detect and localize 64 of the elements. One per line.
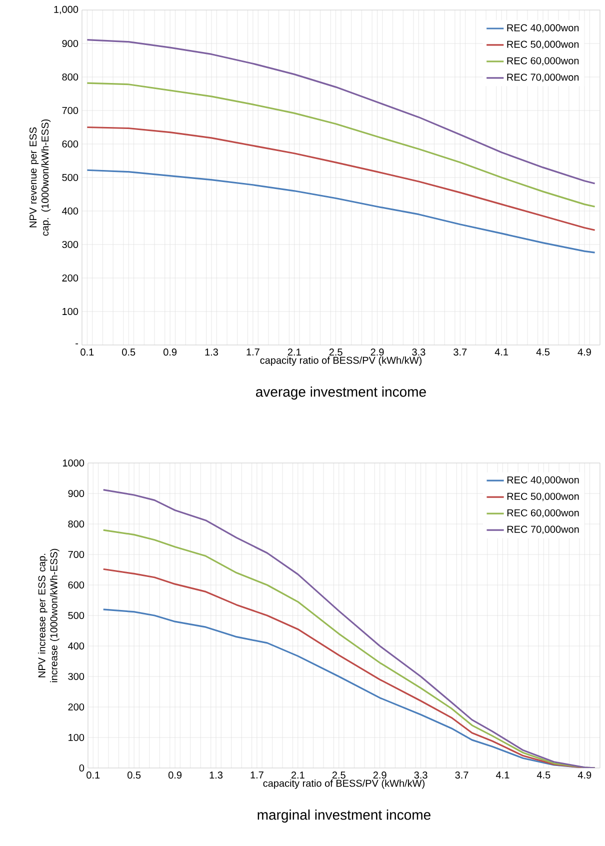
x-tick-label: 0.1 bbox=[86, 772, 100, 779]
legend-label: REC 60,000won bbox=[507, 57, 579, 66]
y-tick-label: 900 bbox=[62, 40, 78, 48]
x-tick-label: 3.3 bbox=[414, 772, 428, 779]
x-tick-label: 1.3 bbox=[205, 348, 218, 356]
x-tick-label: 2.9 bbox=[370, 348, 384, 356]
y-tick-label: 100 bbox=[68, 734, 84, 742]
y-tick-label: 300 bbox=[62, 240, 78, 248]
x-tick-label: 0.5 bbox=[122, 348, 136, 356]
x-tick-label: 3.7 bbox=[454, 348, 467, 356]
x-axis-title: capacity ratio of BESS/PV (kWh/kW) bbox=[263, 779, 424, 789]
x-tick-label: 2.5 bbox=[332, 772, 346, 779]
x-tick-label: 4.5 bbox=[536, 348, 550, 356]
y-tick-label: - bbox=[76, 343, 78, 344]
x-tick-label: 2.5 bbox=[329, 348, 342, 356]
x-tick-label: 4.9 bbox=[578, 772, 592, 779]
y-tick-label: 200 bbox=[62, 274, 78, 282]
x-tick-label: 3.3 bbox=[412, 348, 426, 356]
y-tick-label: 0 bbox=[79, 764, 84, 772]
x-tick-label: 3.7 bbox=[455, 772, 468, 779]
y-tick-label: 800 bbox=[62, 73, 78, 81]
legend-label: REC 50,000won bbox=[507, 40, 579, 49]
legend-label: REC 50,000won bbox=[507, 492, 579, 502]
y-tick-label: 400 bbox=[62, 207, 78, 215]
y-tick-label: 300 bbox=[68, 672, 84, 680]
y-axis-title: NPV increase per ESS cap. increase (1000won/kWh-ESS) bbox=[38, 548, 60, 682]
legend-label: REC 60,000won bbox=[507, 509, 579, 518]
y-tick-label: 700 bbox=[62, 106, 78, 114]
x-tick-label: 4.5 bbox=[536, 772, 550, 778]
x-tick-label: 1.3 bbox=[210, 772, 223, 779]
y-tick-label: 800 bbox=[68, 520, 84, 528]
x-tick-label: 1.7 bbox=[246, 348, 260, 356]
line-series bbox=[86, 169, 596, 254]
y-tick-label: 500 bbox=[62, 174, 78, 182]
y-tick-label: 100 bbox=[62, 308, 78, 316]
y-tick-label: 600 bbox=[68, 581, 84, 589]
y-tick-label: 200 bbox=[68, 703, 84, 711]
x-tick-label: 4.9 bbox=[578, 348, 591, 356]
y-tick-label: 500 bbox=[68, 612, 84, 620]
legend-label: REC 70,000won bbox=[507, 74, 579, 82]
text: marginal investment income bbox=[258, 810, 430, 823]
x-tick-label: 2.1 bbox=[288, 348, 301, 356]
x-tick-label: 0.9 bbox=[168, 772, 182, 779]
x-tick-label: 0.9 bbox=[164, 348, 177, 356]
x-axis-title: capacity ratio of BESS/PV (kWh/kW) bbox=[260, 356, 422, 366]
y-tick-label: 400 bbox=[68, 642, 84, 650]
x-tick-label: 1.7 bbox=[250, 772, 264, 778]
legend-label: REC 40,000won bbox=[507, 24, 579, 33]
y-tick-label: 1000 bbox=[62, 459, 84, 467]
y-tick-label: 700 bbox=[68, 550, 84, 558]
x-tick-label: 4.1 bbox=[494, 348, 508, 356]
x-tick-label: 2.1 bbox=[291, 772, 304, 779]
y-tick-label: 600 bbox=[62, 140, 78, 148]
x-tick-label: 0.5 bbox=[128, 772, 141, 779]
x-tick-label: 2.9 bbox=[373, 772, 386, 779]
text: average investment income bbox=[256, 386, 426, 400]
legend-label: REC 70,000won bbox=[507, 526, 579, 534]
x-tick-label: 0.1 bbox=[80, 348, 94, 356]
line-series bbox=[86, 39, 596, 184]
x-tick-label: 4.1 bbox=[496, 772, 510, 778]
y-tick-label: 1,000 bbox=[54, 6, 78, 14]
y-axis-title: NPV revenue per ESS cap. (1000won/kWh-ESS) bbox=[30, 119, 51, 236]
legend-label: REC 40,000won bbox=[507, 476, 579, 485]
y-tick-label: 900 bbox=[68, 490, 84, 498]
